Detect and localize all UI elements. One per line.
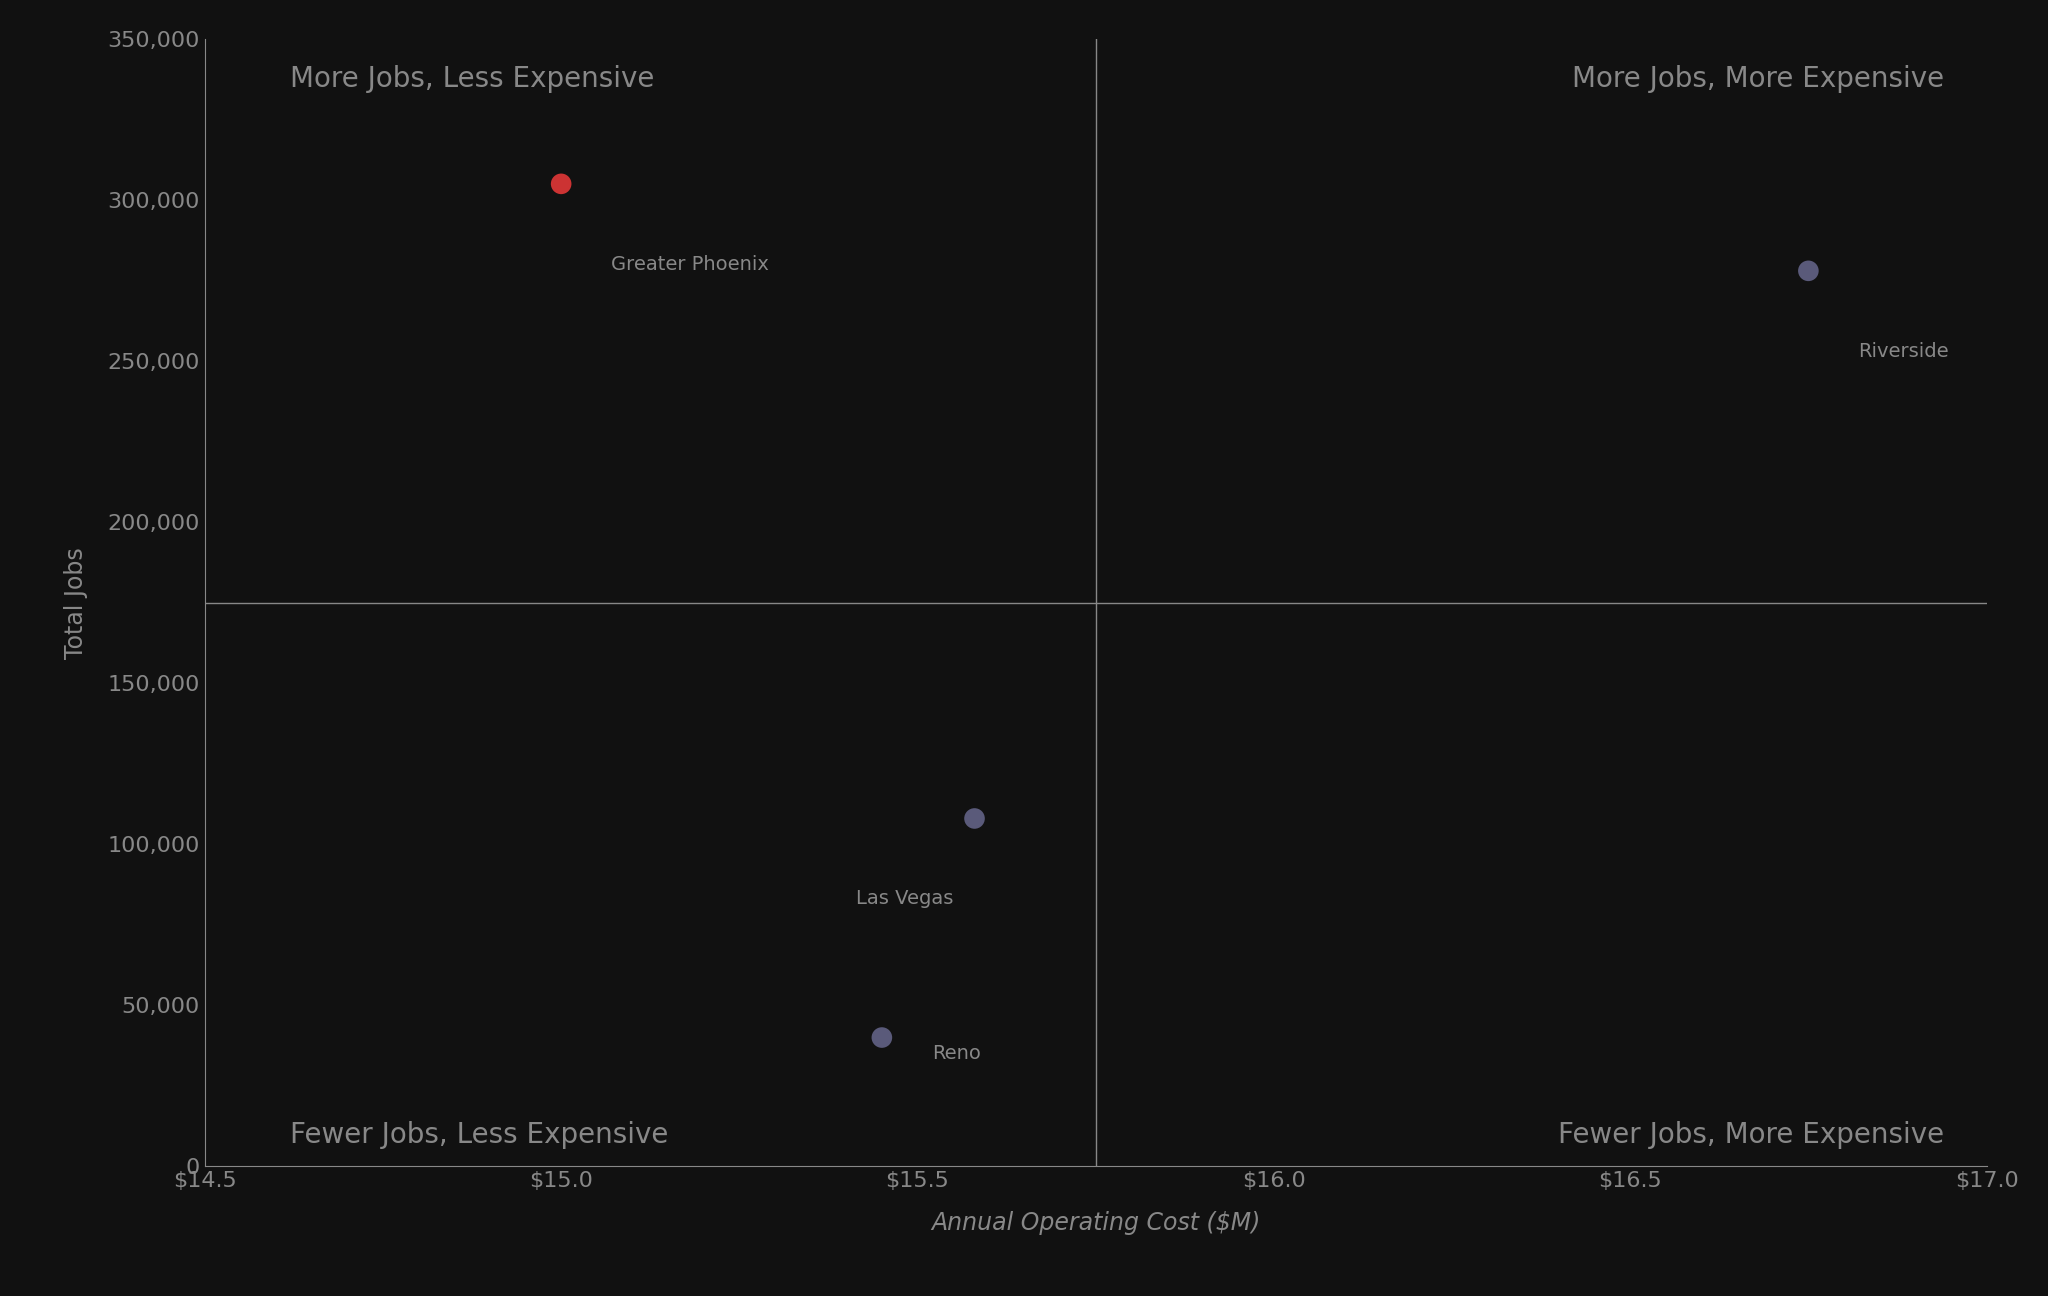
X-axis label: Annual Operating Cost ($M): Annual Operating Cost ($M) [932, 1210, 1260, 1235]
Text: More Jobs, More Expensive: More Jobs, More Expensive [1571, 65, 1944, 92]
Text: Fewer Jobs, Less Expensive: Fewer Jobs, Less Expensive [291, 1121, 670, 1150]
Point [958, 809, 991, 829]
Text: Fewer Jobs, More Expensive: Fewer Jobs, More Expensive [1559, 1121, 1944, 1150]
Y-axis label: Total Jobs: Total Jobs [63, 547, 88, 658]
Point [1792, 260, 1825, 281]
Text: Greater Phoenix: Greater Phoenix [610, 255, 768, 273]
Text: Las Vegas: Las Vegas [856, 889, 952, 908]
Text: More Jobs, Less Expensive: More Jobs, Less Expensive [291, 65, 655, 92]
Point [545, 174, 578, 194]
Point [866, 1028, 899, 1048]
Text: Reno: Reno [932, 1045, 981, 1063]
Text: Riverside: Riverside [1858, 342, 1950, 360]
